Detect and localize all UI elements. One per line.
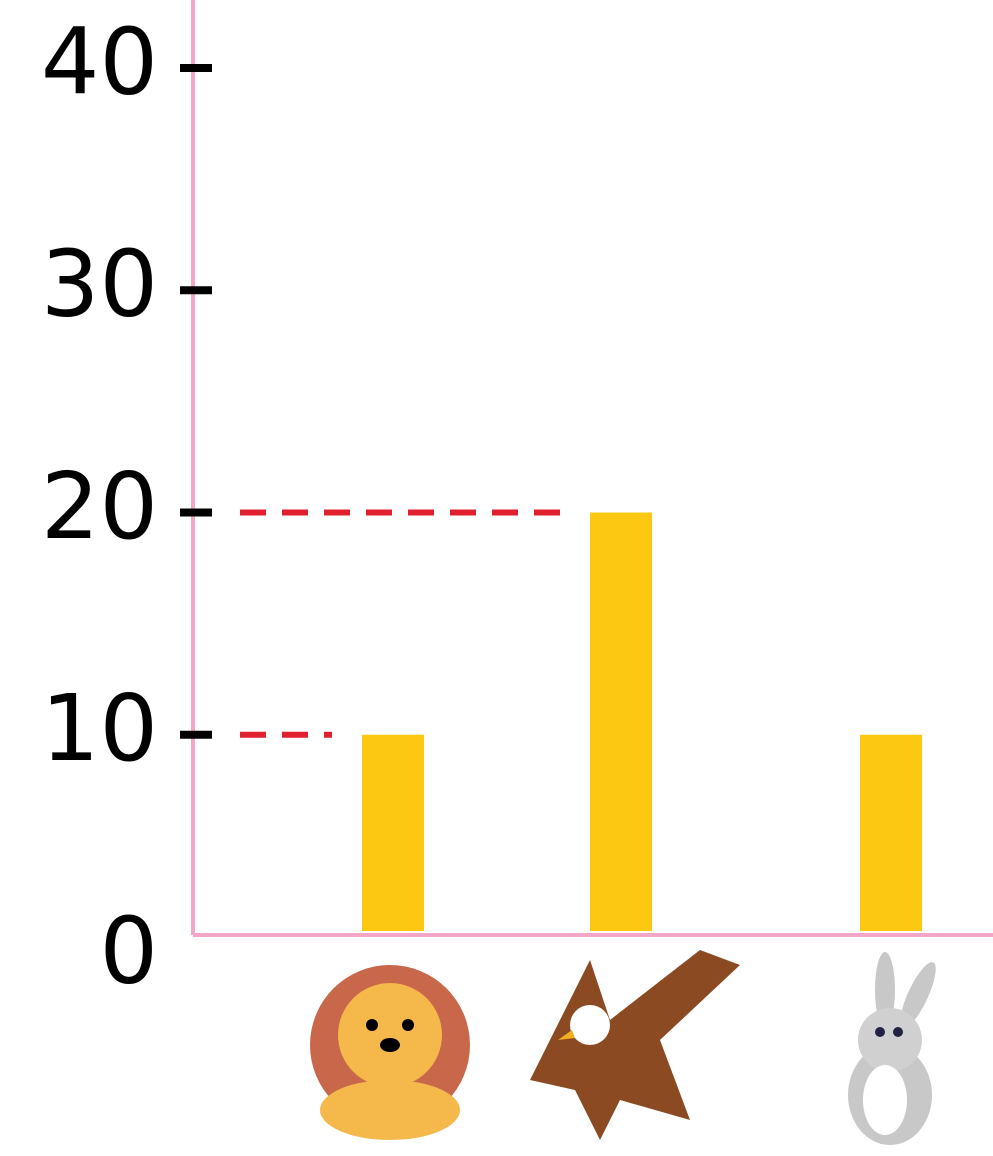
bar — [860, 734, 922, 931]
animal-icons — [310, 950, 936, 1145]
rabbit-icon — [848, 952, 936, 1145]
y-tick-label: 0 — [99, 897, 158, 1004]
bar — [590, 512, 652, 931]
bar — [362, 734, 424, 931]
y-tick-label: 20 — [41, 453, 158, 560]
lion-icon — [310, 965, 470, 1140]
eagle-icon — [530, 950, 740, 1140]
y-tick-label: 30 — [41, 231, 158, 338]
y-tick-label: 40 — [41, 8, 158, 115]
y-tick-label: 10 — [41, 675, 158, 782]
